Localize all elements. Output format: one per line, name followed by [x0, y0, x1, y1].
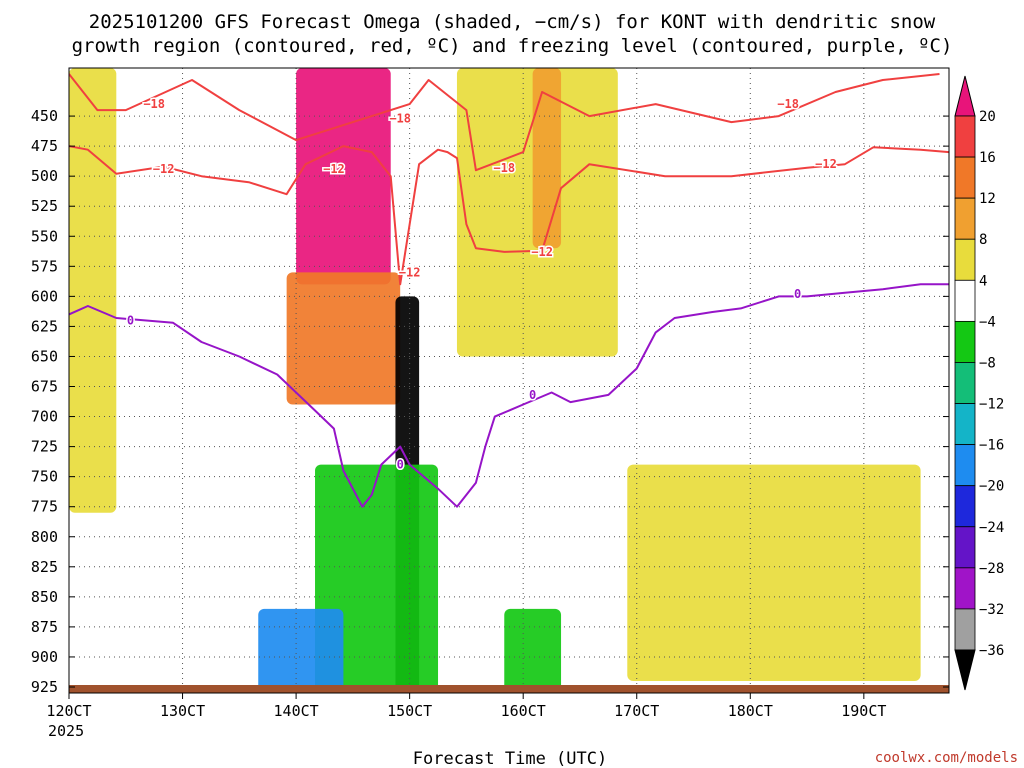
colorbar-label-3: 8 — [979, 232, 987, 248]
y-tick-label-14: 800 — [31, 528, 58, 546]
colorbar-swatch-10 — [954, 526, 976, 569]
colorbar-label-7: −12 — [979, 397, 1004, 413]
contour-label-5: −12 — [323, 162, 345, 176]
shaded-region-7 — [315, 464, 439, 690]
y-tick-label-1: 475 — [31, 137, 58, 155]
contour-label-7: −12 — [531, 245, 553, 259]
colorbar-label-8: −16 — [979, 438, 1004, 454]
colorbar-label-13: −36 — [979, 643, 1004, 659]
y-tick-label-12: 750 — [31, 468, 58, 486]
colorbar-swatch-1 — [954, 156, 976, 199]
x-tick-label-5: 170CT — [614, 702, 659, 720]
colorbar-label-2: 12 — [979, 191, 996, 207]
contour-label-8: −12 — [815, 157, 837, 171]
shaded-region-2 — [69, 68, 117, 513]
colorbar-top-arrow — [954, 75, 976, 117]
colorbar-swatch-5 — [954, 320, 976, 363]
contour-labels: −18 −18 −18 −18 −12 −12 −12 −12 −12 0 0 0 0 — [125, 96, 838, 474]
shaded-region-1 — [286, 272, 401, 405]
y-tick-label-8: 650 — [31, 347, 58, 365]
colorbar-swatch-11 — [954, 567, 976, 610]
y-tick-label-7: 625 — [31, 317, 58, 335]
x-tick-label-2: 140CT — [274, 702, 319, 720]
colorbar-swatch-0 — [954, 115, 976, 158]
y-tick-label-19: 925 — [31, 678, 58, 696]
colorbar-label-6: −8 — [979, 355, 996, 371]
y-axis-ticks: 450 475 500 525 550 575 600 625 650 675 700 725 750 7… — [31, 107, 949, 696]
colorbar-swatch-4 — [954, 279, 976, 322]
x-tick-label-6: 180CT — [728, 702, 773, 720]
colorbar-swatch-9 — [954, 485, 976, 528]
y-tick-label-13: 775 — [31, 498, 58, 516]
x-tick-label-0: 120CT — [46, 702, 91, 720]
colorbar-swatch-7 — [954, 403, 976, 446]
y-tick-label-0: 450 — [31, 107, 58, 125]
contour-label-10: 0 — [397, 458, 404, 472]
x-axis-year: 2025 — [48, 722, 84, 740]
colorbar-swatch-3 — [954, 238, 976, 281]
chart-title-line-2: growth region (contoured, red, ºC) and f… — [72, 35, 953, 57]
shaded-region-4 — [532, 68, 562, 249]
y-tick-label-10: 700 — [31, 408, 58, 426]
contour-label-9: 0 — [127, 313, 134, 327]
y-tick-label-15: 825 — [31, 558, 58, 576]
shaded-region-8 — [258, 608, 344, 690]
colorbar-swatch-12 — [954, 608, 976, 651]
y-tick-label-5: 575 — [31, 257, 58, 275]
x-tick-label-4: 160CT — [501, 702, 546, 720]
y-tick-label-16: 850 — [31, 588, 58, 606]
y-tick-label-3: 525 — [31, 197, 58, 215]
colorbar-swatch-6 — [954, 362, 976, 404]
contour-label-4: −12 — [153, 162, 175, 176]
y-tick-label-4: 550 — [31, 227, 58, 245]
colorbar-label-4: 4 — [979, 273, 987, 289]
y-tick-label-17: 875 — [31, 618, 58, 636]
omega-shading — [69, 68, 921, 690]
contour-label-12: 0 — [794, 287, 801, 301]
contour-label-3: −18 — [777, 97, 799, 111]
temperature-contours — [69, 73, 949, 508]
colorbar-label-5: −4 — [979, 314, 996, 330]
colorbar-label-0: 20 — [979, 109, 996, 125]
y-tick-label-6: 600 — [31, 287, 58, 305]
contour-label-2: −18 — [493, 161, 515, 175]
shaded-region-9 — [504, 608, 562, 690]
contour-label-11: 0 — [529, 388, 536, 402]
plot-frame — [68, 67, 950, 694]
y-tick-label-11: 725 — [31, 438, 58, 456]
contour-label-6: −12 — [399, 265, 421, 279]
y-tick-label-2: 500 — [31, 167, 58, 185]
x-axis-ticks: 120CT 130CT 140CT 150CT 160CT 170CT 180CT 190CT — [46, 693, 886, 720]
colorbar-label-10: −24 — [979, 520, 1004, 536]
ground-surface — [69, 685, 949, 693]
chart-title-line-1: 2025101200 GFS Forecast Omega (shaded, −… — [89, 11, 936, 33]
x-axis-label: Forecast Time (UTC) — [413, 749, 607, 768]
contour-2 — [69, 283, 949, 508]
contour-0 — [69, 73, 940, 172]
contour-label-1: −18 — [389, 111, 411, 125]
y-tick-label-18: 900 — [31, 648, 58, 666]
colorbar-label-9: −20 — [979, 479, 1004, 495]
credit-text: coolwx.com/models — [875, 750, 1018, 766]
colorbar-swatch-8 — [954, 444, 976, 487]
colorbar-label-1: 16 — [979, 150, 996, 166]
x-tick-label-7: 190CT — [841, 702, 886, 720]
y-tick-label-9: 675 — [31, 378, 58, 396]
x-tick-label-1: 130CT — [160, 702, 205, 720]
colorbar: 20 16 12 8 4 −4 −8 −12 −16 −20 −24 −28 −32 −36 — [954, 75, 1004, 691]
contour-label-0: −18 — [143, 97, 165, 111]
colorbar-swatch-2 — [954, 197, 976, 240]
x-tick-label-3: 150CT — [387, 702, 432, 720]
colorbar-bottom-arrow — [954, 649, 976, 691]
contour-1 — [69, 145, 949, 286]
shaded-region-0 — [296, 68, 391, 285]
shaded-region-5 — [627, 464, 921, 681]
colorbar-label-12: −32 — [979, 602, 1004, 618]
colorbar-label-11: −28 — [979, 561, 1004, 577]
